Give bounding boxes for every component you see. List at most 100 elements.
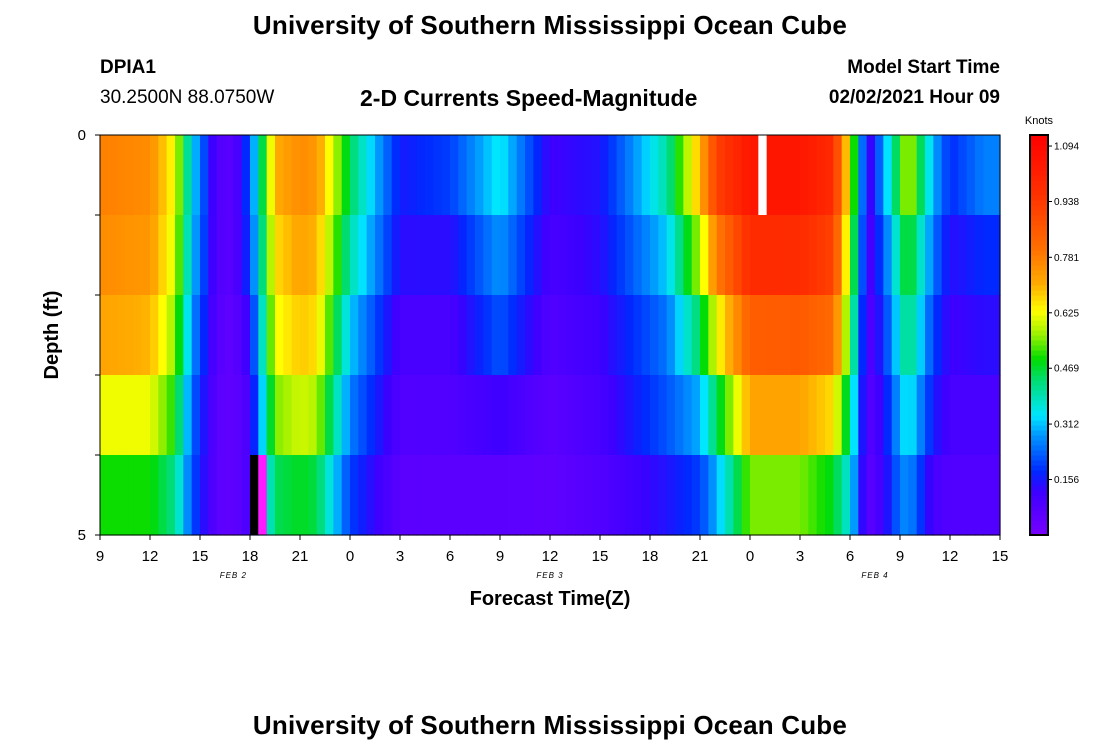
heatmap-cell xyxy=(550,295,559,376)
colorbar-segment xyxy=(1030,140,1048,146)
colorbar-segment xyxy=(1030,420,1048,426)
heatmap-cell xyxy=(625,215,634,296)
colorbar-segment xyxy=(1030,175,1048,181)
heatmap-cell xyxy=(583,375,593,456)
heatmap-cell xyxy=(983,135,993,216)
heatmap-cell xyxy=(816,375,826,456)
colorbar-segment xyxy=(1030,370,1048,376)
heatmap-cell xyxy=(166,295,176,376)
heatmap-cell xyxy=(975,295,984,376)
heatmap-cell xyxy=(841,375,851,456)
colorbar-segment xyxy=(1030,135,1048,141)
heatmap-cell xyxy=(366,375,376,456)
heatmap-cell xyxy=(433,215,443,296)
heatmap-cell xyxy=(175,455,184,536)
heatmap-cell xyxy=(308,135,318,216)
colorbar-segment xyxy=(1030,230,1048,236)
heatmap-cell xyxy=(716,295,726,376)
colorbar-segment xyxy=(1030,290,1048,296)
colorbar-segment xyxy=(1030,320,1048,326)
heatmap-cell xyxy=(658,375,668,456)
heatmap-cell xyxy=(116,375,126,456)
heatmap-cell xyxy=(633,215,643,296)
heatmap-cell xyxy=(958,295,968,376)
heatmap-cell xyxy=(125,295,134,376)
plot-title: 2-D Currents Speed-Magnitude xyxy=(360,85,698,111)
x-tick-label: 9 xyxy=(96,548,104,565)
page-title-bottom: University of Southern Mississippi Ocean… xyxy=(252,710,848,740)
x-tick-label: 12 xyxy=(542,548,559,565)
colorbar-segment xyxy=(1030,145,1048,151)
heatmap-cell xyxy=(791,135,801,216)
heatmap-cell xyxy=(608,375,618,456)
heatmap-cell xyxy=(675,215,684,296)
heatmap-cell xyxy=(875,135,884,216)
heatmap-cell xyxy=(341,135,351,216)
heatmap-cell xyxy=(883,215,893,296)
heatmap-cell xyxy=(116,455,126,536)
heatmap-cell xyxy=(108,295,118,376)
heatmap-cell xyxy=(691,295,701,376)
heatmap-cell xyxy=(400,455,409,536)
heatmap-cell xyxy=(125,215,134,296)
heatmap-cell xyxy=(608,455,618,536)
heatmap-cell xyxy=(250,215,259,296)
heatmap-cell xyxy=(250,135,259,216)
heatmap-cell xyxy=(283,215,293,296)
heatmap-cell xyxy=(558,375,568,456)
heatmap-cell xyxy=(883,135,893,216)
heatmap-cell xyxy=(641,135,651,216)
heatmap-cell xyxy=(175,215,184,296)
heatmap-cell xyxy=(475,295,484,376)
heatmap-cell xyxy=(666,135,676,216)
heatmap-cell xyxy=(833,455,843,536)
heatmap-cell xyxy=(433,295,443,376)
heatmap-cell xyxy=(466,215,476,296)
heatmap-cell xyxy=(933,215,943,296)
heatmap-cell xyxy=(208,135,218,216)
heatmap-cell xyxy=(425,455,434,536)
heatmap-cell xyxy=(600,455,609,536)
heatmap-cell xyxy=(950,375,959,456)
heatmap-cell xyxy=(408,375,418,456)
heatmap-cell xyxy=(200,375,209,456)
heatmap-cell xyxy=(908,295,918,376)
heatmap-cell xyxy=(416,215,426,296)
heatmap-cell xyxy=(441,295,451,376)
heatmap-cell xyxy=(866,215,876,296)
colorbar-frame xyxy=(1029,134,1049,536)
heatmap-cell xyxy=(966,375,976,456)
heatmap-cell xyxy=(100,215,109,296)
heatmap-cell xyxy=(450,375,459,456)
heatmap-cell xyxy=(291,295,301,376)
heatmap-cell xyxy=(116,295,126,376)
heatmap-cell xyxy=(675,135,684,216)
colorbar-segment xyxy=(1030,445,1048,451)
x-tick-label: 12 xyxy=(142,548,159,565)
heatmap-cell xyxy=(766,375,776,456)
colorbar-segment xyxy=(1030,425,1048,431)
heatmap-cell xyxy=(208,295,218,376)
colorbar-segment xyxy=(1030,265,1048,271)
heatmap-cell xyxy=(316,295,326,376)
heatmap-cell xyxy=(225,135,234,216)
heatmap-cell xyxy=(191,295,201,376)
heatmap-cell xyxy=(591,455,601,536)
heatmap-cell xyxy=(750,295,759,376)
heatmap-cell xyxy=(458,295,468,376)
colorbar-segment xyxy=(1030,240,1048,246)
colorbar-tick-label: 0.312 xyxy=(1054,420,1079,431)
date-label: FEB 2 xyxy=(220,571,247,580)
heatmap-cell xyxy=(516,375,526,456)
heatmap-cell xyxy=(300,215,309,296)
heatmap-cell xyxy=(700,135,709,216)
heatmap-cell xyxy=(991,135,1001,216)
heatmap-cell xyxy=(166,215,176,296)
heatmap-cell xyxy=(808,295,818,376)
heatmap-cell xyxy=(750,455,759,536)
heatmap-cell xyxy=(858,135,868,216)
colorbar-segment xyxy=(1030,255,1048,261)
heatmap-cell xyxy=(291,375,301,456)
heatmap-cell xyxy=(483,295,493,376)
